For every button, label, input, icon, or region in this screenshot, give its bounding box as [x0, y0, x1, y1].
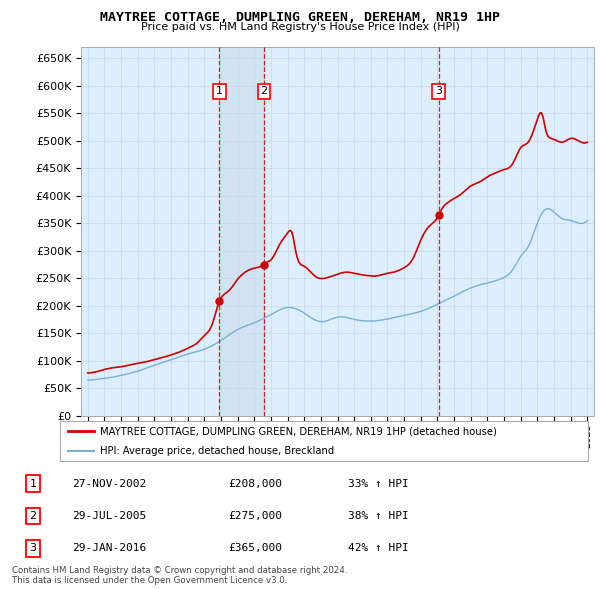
Text: 1: 1: [29, 478, 37, 489]
Text: Contains HM Land Registry data © Crown copyright and database right 2024.
This d: Contains HM Land Registry data © Crown c…: [12, 566, 347, 585]
Text: 33% ↑ HPI: 33% ↑ HPI: [348, 478, 409, 489]
Text: 2: 2: [29, 511, 37, 521]
Bar: [219, 47, 264, 416]
Text: 2: 2: [260, 87, 268, 96]
Text: 29-JAN-2016: 29-JAN-2016: [72, 543, 146, 553]
Text: 3: 3: [435, 87, 442, 96]
Text: £275,000: £275,000: [228, 511, 282, 521]
Text: 38% ↑ HPI: 38% ↑ HPI: [348, 511, 409, 521]
Text: HPI: Average price, detached house, Breckland: HPI: Average price, detached house, Brec…: [100, 447, 334, 456]
Text: 42% ↑ HPI: 42% ↑ HPI: [348, 543, 409, 553]
Text: MAYTREE COTTAGE, DUMPLING GREEN, DEREHAM, NR19 1HP (detached house): MAYTREE COTTAGE, DUMPLING GREEN, DEREHAM…: [100, 427, 496, 436]
Text: £365,000: £365,000: [228, 543, 282, 553]
Text: £208,000: £208,000: [228, 478, 282, 489]
Text: Price paid vs. HM Land Registry's House Price Index (HPI): Price paid vs. HM Land Registry's House …: [140, 22, 460, 32]
Text: 1: 1: [216, 87, 223, 96]
Text: 29-JUL-2005: 29-JUL-2005: [72, 511, 146, 521]
Text: 3: 3: [29, 543, 37, 553]
Text: MAYTREE COTTAGE, DUMPLING GREEN, DEREHAM, NR19 1HP: MAYTREE COTTAGE, DUMPLING GREEN, DEREHAM…: [100, 11, 500, 24]
Text: 27-NOV-2002: 27-NOV-2002: [72, 478, 146, 489]
